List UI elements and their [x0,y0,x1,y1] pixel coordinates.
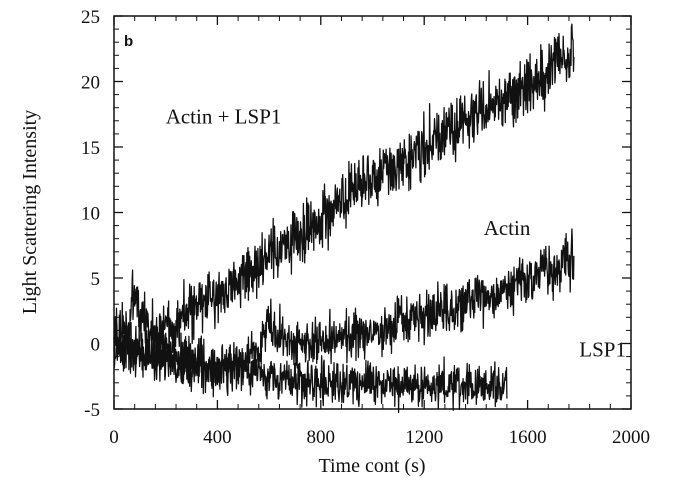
y-tick-label: -5 [84,400,100,421]
panel-label: b [124,33,133,50]
annotation-actin: Actin [484,216,531,240]
y-tick-label: 20 [81,73,100,94]
series-line [113,23,575,363]
y-tick-label: 0 [91,335,101,356]
annotation-actin-lsp1: Actin + LSP1 [166,104,282,128]
x-tick-label: 1600 [509,427,547,448]
axis-ticks [113,15,632,410]
y-tick-label: 25 [81,7,100,28]
series-layer [113,23,575,414]
annotation-lsp1: LSP1 [579,338,626,362]
y-axis-label: Light Scattering Intensity [19,110,41,314]
series-line [113,228,575,398]
x-tick-label: 1200 [405,427,443,448]
series-line [113,328,508,414]
x-tick-label: 800 [307,427,336,448]
x-axis-label: Time cont (s) [318,455,425,477]
y-tick-label: 10 [81,204,100,225]
y-tick-label: 15 [81,138,100,159]
x-tick-label: 400 [203,427,232,448]
x-tick-label: 0 [109,427,119,448]
y-tick-label: 5 [91,269,101,290]
tick-labels: 0 400 800 1200 1600 2000 -5 0 5 10 15 20 25 [81,7,650,448]
x-tick-label: 2000 [612,427,650,448]
